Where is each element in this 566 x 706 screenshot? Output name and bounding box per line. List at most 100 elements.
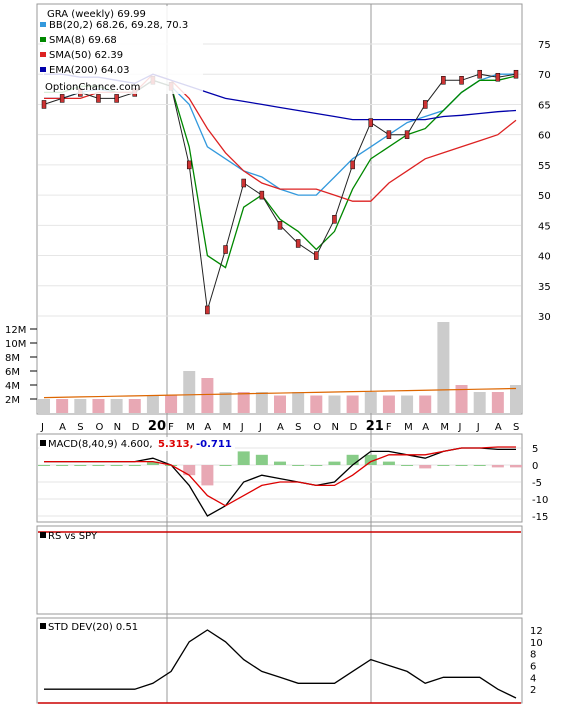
volume-bar [292, 392, 305, 413]
macd-hist-bar [219, 465, 232, 466]
macd-hist-bar [364, 454, 377, 465]
macd-hist-bar [346, 454, 359, 465]
x-tick-label: S [513, 422, 519, 433]
macd-hist-bar [74, 465, 87, 466]
volume-bar [255, 392, 268, 413]
macd-hist-bar [128, 465, 141, 466]
candle [495, 72, 501, 82]
volume-y-axis: 12M 10M 8M 6M 4M 2M [5, 325, 37, 406]
macd-hist-bar [510, 465, 522, 468]
candle [404, 130, 410, 139]
candle [368, 118, 374, 127]
candle [59, 94, 65, 103]
std-tick-label: 8 [530, 650, 536, 661]
macd-hist-bar [110, 465, 123, 466]
macd-hist-bar [146, 461, 159, 465]
candle [477, 69, 482, 79]
macd-hist-bar [419, 465, 432, 469]
x-tick-label: N [114, 422, 121, 433]
macd-legend: MACD(8,40,9) 4.600, 5.313, -0.711 [39, 437, 235, 451]
watermark: OptionChance.com [45, 82, 140, 93]
volume-bar [328, 395, 341, 413]
candle [350, 160, 355, 170]
volume-tick-label: 4M [5, 381, 20, 392]
x-tick-label: A [422, 422, 429, 433]
candle [441, 76, 446, 85]
std-tick-label: 2 [530, 685, 536, 696]
macd-signal-value: 5.313, [158, 439, 193, 450]
price-tick-label: 60 [538, 131, 551, 142]
price-tick-label: 50 [538, 191, 551, 202]
x-tick-label: D [350, 422, 358, 433]
price-tick-label: 35 [538, 282, 551, 293]
x-tick-label: O [95, 422, 103, 433]
x-tick-label: M [440, 422, 449, 433]
volume-bar [455, 385, 468, 413]
macd-tick-label: -10 [532, 495, 548, 506]
x-tick-label: F [386, 422, 392, 433]
price-tick-label: 75 [538, 40, 551, 51]
macd-tick-label: -5 [532, 478, 542, 489]
volume-bar [56, 399, 69, 413]
volume-bar [128, 399, 141, 413]
candle [259, 190, 265, 200]
std-dev-line [44, 629, 517, 699]
candle [241, 178, 246, 188]
x-tick-label: A [495, 422, 502, 433]
x-tick-label: J [40, 422, 44, 433]
macd-hist-bar [491, 465, 504, 468]
candle [41, 100, 47, 109]
x-axis: J A S O N D 20 F M A M J J A S O N D 21 F M A M J J A S [40, 419, 519, 434]
macd-hist-bar [401, 465, 414, 466]
volume-bar [473, 392, 486, 413]
x-tick-label: A [277, 422, 284, 433]
macd-lines [38, 446, 522, 517]
std-tick-label: 6 [530, 662, 536, 673]
legend-swatch [40, 37, 46, 42]
x-tick-label: J [240, 422, 244, 433]
symbol-label: GRA (weekly) 69.99 [47, 9, 146, 20]
x-tick-label: J [258, 422, 262, 433]
x-tick-label: M [223, 422, 232, 433]
candle [314, 251, 319, 260]
volume-bar [74, 399, 87, 413]
volume-bar [274, 395, 286, 413]
x-tick-label: J [476, 422, 480, 433]
candle [459, 76, 464, 85]
volume-bar [219, 392, 232, 413]
volume-bar [510, 385, 522, 413]
x-tick-label: M [404, 422, 413, 433]
macd-hist-bar [92, 465, 105, 466]
volume-bar [437, 322, 450, 413]
std-tick-label: 10 [530, 638, 543, 649]
x-tick-label: J [458, 422, 462, 433]
macd-label: MACD(8,40,9) 4.600, [48, 439, 153, 450]
volume-tick-label: 8M [5, 353, 20, 364]
price-legend: GRA (weekly) 69.99 BB(20,2) 68.26, 69.28… [40, 6, 203, 94]
volume-tick-label: 10M [5, 339, 26, 350]
macd-tick-label: 5 [532, 444, 538, 455]
macd-hist-bar [255, 454, 268, 465]
candle [223, 245, 228, 254]
volume-bar [382, 395, 395, 413]
volume-bar [237, 392, 250, 413]
x-tick-label: S [77, 422, 83, 433]
legend-item: BB(20,2) 68.26, 69.28, 70.3 [49, 20, 188, 31]
macd-hist-bar [201, 465, 214, 486]
macd-hist-bar [237, 451, 250, 465]
rs-label: RS vs SPY [48, 531, 98, 542]
macd-hist-value: -0.711 [196, 439, 232, 450]
candle [186, 160, 192, 170]
macd-hist-bar [274, 461, 286, 465]
x-tick-label: D [132, 422, 140, 433]
volume-tick-label: 2M [5, 395, 20, 406]
candle [114, 94, 119, 103]
std-tick-label: 4 [530, 673, 536, 684]
std-legend: STD DEV(20) 0.51 [40, 622, 138, 633]
macd-hist-bar [38, 465, 50, 466]
volume-bar [401, 395, 414, 413]
macd-hist-bar [292, 465, 305, 466]
legend-swatch [40, 52, 46, 57]
volume-bar [201, 378, 214, 413]
legend-item: SMA(8) 69.68 [49, 35, 117, 46]
